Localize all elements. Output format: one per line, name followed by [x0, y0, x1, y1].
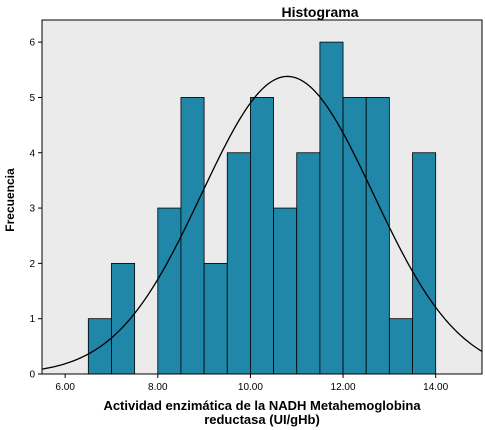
x-tick-label: 8.00	[148, 382, 168, 393]
chart-title: Histograma	[281, 4, 359, 20]
histogram-bar	[250, 97, 274, 375]
y-tick-label: 0	[29, 370, 35, 381]
x-tick-label: 14.00	[423, 382, 448, 393]
y-axis: 0 1 2 3 4 5 6	[29, 38, 42, 381]
x-axis: 6.00 8.00 10.00 12.00 14.00	[55, 374, 449, 393]
histogram-bar	[157, 207, 182, 375]
y-tick-label: 4	[29, 148, 35, 159]
bars-group	[87, 41, 437, 375]
y-tick-label: 5	[29, 93, 35, 104]
x-axis-label-line1: Actividad enzimática de la NADH Metahemo…	[103, 398, 421, 413]
histogram-bar	[296, 152, 321, 375]
y-tick-label: 3	[29, 204, 35, 215]
histogram-bar	[388, 318, 413, 375]
histogram-bar	[111, 262, 136, 375]
y-axis-label: Frecuencia	[3, 168, 17, 232]
histogram-bar	[412, 152, 437, 375]
histogram-bar	[180, 97, 205, 375]
x-tick-label: 10.00	[238, 382, 263, 393]
x-axis-label-line2: reductasa (UI/gHb)	[204, 412, 320, 427]
y-tick-label: 6	[29, 38, 35, 49]
histogram-bar	[203, 262, 228, 375]
x-tick-label: 6.00	[55, 382, 75, 393]
histogram-bar	[365, 97, 390, 375]
histogram-bar	[226, 152, 251, 375]
plot-frame	[41, 19, 483, 375]
normal-curve	[41, 75, 483, 370]
histogram-bar	[319, 41, 344, 375]
histogram-bar	[273, 207, 298, 375]
y-tick-label: 1	[29, 314, 35, 325]
x-tick-label: 12.00	[331, 382, 356, 393]
y-tick-label: 2	[29, 259, 35, 270]
